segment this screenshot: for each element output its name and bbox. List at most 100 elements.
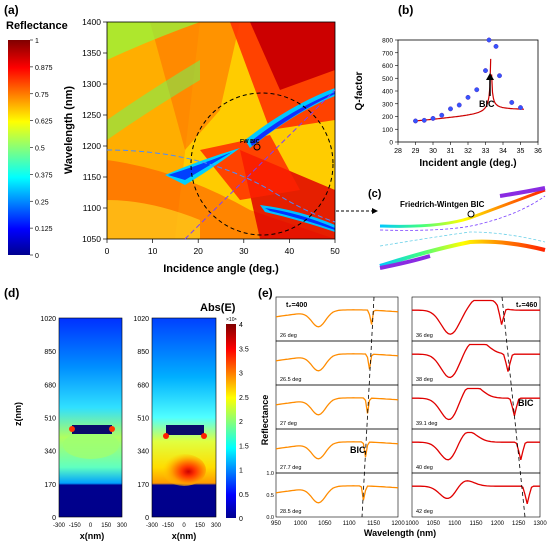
panel-e-right-stack: 36 deg 38 deg 39.1 deg 40 deg 42 deg bbox=[411, 296, 541, 518]
angle-label: 38 deg bbox=[416, 377, 433, 383]
angle-label: 28.5 deg bbox=[280, 509, 301, 515]
panel-d-x-ticks-left: -300 -150 0 150 300 bbox=[53, 523, 128, 529]
x-tick-label: 1150 bbox=[367, 521, 381, 527]
y-tick-label: 1150 bbox=[83, 172, 102, 182]
data-point bbox=[421, 117, 427, 123]
colorbar-tick-label: 0.75 bbox=[35, 92, 49, 99]
x-tick-label: 0 bbox=[182, 523, 186, 529]
data-point bbox=[413, 118, 418, 124]
panel-e-right-header: t₂=460 bbox=[516, 302, 537, 309]
data-point bbox=[483, 68, 488, 74]
colorbar-tick-label: 1 bbox=[239, 468, 243, 475]
x-tick-label: 1100 bbox=[343, 521, 357, 527]
data-point bbox=[448, 106, 453, 112]
angle-label: 36 deg bbox=[416, 333, 433, 339]
y-tick-label: 1350 bbox=[82, 48, 101, 58]
spectrum-frame bbox=[411, 472, 541, 518]
y-tick-label: 600 bbox=[382, 63, 393, 70]
y-tick-label: 800 bbox=[382, 38, 393, 45]
x-tick-label: 32 bbox=[464, 148, 472, 155]
panel-d-colorbar bbox=[226, 324, 236, 518]
panel-b-fit-curve bbox=[415, 58, 524, 122]
colorbar-tick-label: 0.375 bbox=[35, 172, 53, 179]
y-tick-label: 850 bbox=[44, 349, 56, 356]
panel-a-bic-marker bbox=[253, 143, 261, 151]
panel-a-x-ticks: 0 10 20 30 40 50 bbox=[105, 239, 340, 256]
panel-c-band-diagram bbox=[379, 186, 546, 270]
y-tick-label: 340 bbox=[137, 449, 149, 456]
x-tick-label: 1150 bbox=[470, 521, 484, 527]
panel-d-xlabel-right: x(nm) bbox=[172, 531, 197, 541]
panel-e-left-stack: 26 deg 26.5 deg 27 deg 27.7 deg 28.5 deg bbox=[275, 296, 399, 518]
x-tick-label: 1200 bbox=[491, 521, 505, 527]
panel-e-left-bic: BIC bbox=[350, 445, 366, 455]
y-tick-label: 500 bbox=[382, 76, 393, 83]
panel-d-field-left bbox=[59, 318, 122, 517]
panel-b-bic-arrow-head bbox=[486, 73, 494, 80]
data-point bbox=[497, 73, 502, 79]
panel-e-x-ticks-left: 950 1000 1050 1100 1150 1200 bbox=[271, 521, 405, 527]
panel-b-xlabel: Incident angle (deg.) bbox=[419, 158, 516, 169]
panel-d-field-right bbox=[152, 318, 216, 517]
x-tick-label: 950 bbox=[271, 521, 282, 527]
y-tick-label: 170 bbox=[44, 482, 56, 489]
spectrum-curve bbox=[275, 397, 399, 416]
colorbar-tick-label: 1 bbox=[35, 38, 39, 45]
x-tick-label: 1000 bbox=[405, 521, 419, 527]
x-tick-label: 30 bbox=[239, 246, 249, 256]
panel-d-y-ticks-left: 1020 850 680 510 340 170 0 bbox=[40, 316, 56, 522]
x-tick-label: 1300 bbox=[533, 521, 547, 527]
panel-d-frame-right bbox=[151, 317, 217, 518]
y-tick-label: 1250 bbox=[82, 110, 101, 120]
angle-label: 26.5 deg bbox=[280, 377, 301, 383]
panel-a-dashed-circle bbox=[190, 92, 334, 236]
panel-c-link-arrow-head bbox=[372, 208, 378, 214]
y-tick-label: 0.5 bbox=[266, 493, 274, 499]
panel-e-right-bic-line bbox=[501, 296, 526, 518]
panel-e-ylabel: Reflectance bbox=[260, 395, 270, 446]
colorbar-tick-label: 0.5 bbox=[239, 492, 249, 499]
spectrum-frame bbox=[275, 472, 399, 518]
y-tick-label: 200 bbox=[382, 114, 393, 121]
x-tick-label: 1250 bbox=[512, 521, 526, 527]
panel-c-bic-marker bbox=[467, 210, 475, 218]
x-tick-label: 1200 bbox=[391, 521, 405, 527]
data-point bbox=[430, 115, 436, 121]
panel-b-x-ticks: 28 29 30 31 32 33 34 35 36 bbox=[394, 142, 542, 155]
x-tick-label: 40 bbox=[285, 246, 295, 256]
panel-b-frame bbox=[397, 39, 539, 143]
y-tick-label: 850 bbox=[137, 349, 149, 356]
panel-a-bic-annotation: FW BIC bbox=[240, 139, 260, 145]
panel-b-bic-annotation: BIC bbox=[479, 99, 495, 109]
x-tick-label: 31 bbox=[447, 148, 455, 155]
y-tick-label: 100 bbox=[382, 127, 393, 134]
angle-label: 42 deg bbox=[416, 509, 433, 515]
x-tick-label: 150 bbox=[101, 523, 112, 529]
spectrum-curve bbox=[275, 309, 399, 328]
panel-d-x-ticks-right: -300 -150 0 150 300 bbox=[146, 523, 222, 529]
y-tick-label: 1020 bbox=[40, 316, 56, 323]
colorbar-tick-label: 3.5 bbox=[239, 346, 249, 353]
y-tick-label: 1300 bbox=[82, 79, 101, 89]
panel-e-label: (e) bbox=[258, 286, 273, 300]
y-tick-label: 300 bbox=[382, 101, 393, 108]
panel-a-dashed-curve bbox=[106, 149, 336, 223]
angle-label: 40 deg bbox=[416, 465, 433, 471]
y-tick-label: 1200 bbox=[82, 141, 101, 151]
panel-b-ylabel: Q-factor bbox=[354, 71, 365, 110]
colorbar-tick-label: 0.5 bbox=[35, 146, 45, 153]
spectrum-curve bbox=[412, 299, 540, 335]
y-tick-label: 0 bbox=[145, 515, 149, 522]
panel-d-colorbar-title: Abs(E) bbox=[200, 302, 236, 314]
panel-e-left-header: t₂=400 bbox=[286, 302, 307, 309]
x-tick-label: -150 bbox=[162, 523, 175, 529]
panel-d-frame-left bbox=[58, 317, 123, 518]
colorbar-tick-label: 0 bbox=[35, 253, 39, 260]
y-tick-label: 510 bbox=[44, 416, 56, 423]
data-point bbox=[493, 43, 499, 49]
x-tick-label: 1050 bbox=[427, 521, 441, 527]
data-point bbox=[509, 100, 515, 105]
spectrum-curve bbox=[275, 485, 399, 504]
x-tick-label: 10 bbox=[148, 246, 158, 256]
y-tick-label: 400 bbox=[382, 89, 393, 96]
